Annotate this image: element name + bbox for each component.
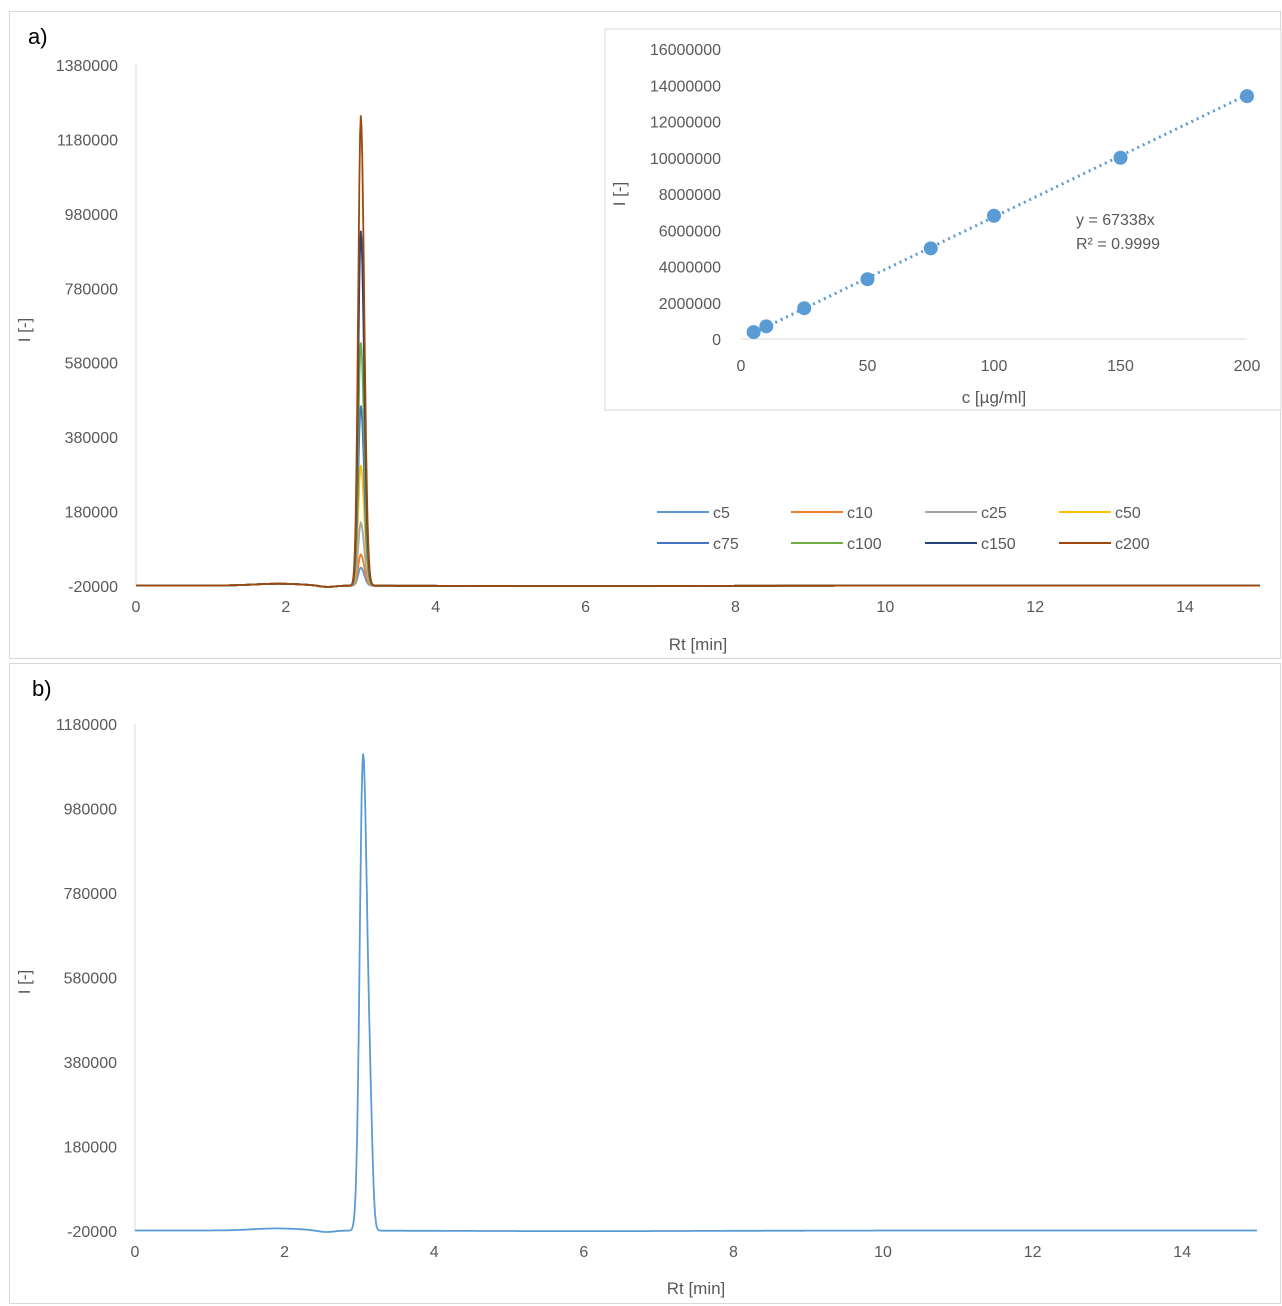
legend-label-c75: c75 (713, 536, 739, 553)
inset-y-tick-label: 4000000 (659, 260, 721, 277)
inset-y-axis-title: I [-] (610, 182, 629, 207)
panel-label-b: b) (32, 676, 52, 701)
y-tick-label: 1180000 (56, 717, 117, 734)
x-axis-title-b: Rt [min] (667, 1279, 726, 1298)
inset-y-tick-label: 16000000 (650, 42, 721, 59)
inset-equation: y = 67338x (1076, 212, 1155, 229)
legend-label-c5: c5 (713, 505, 730, 522)
series-line-signal (135, 753, 1257, 1233)
inset-data-point (860, 272, 875, 287)
x-tick-label: 12 (1026, 599, 1044, 616)
chromatogram-panel-b: b) -20000 180000 380000 580000 780000 980000 1… (9, 663, 1281, 1304)
y-tick-label: 780000 (65, 281, 118, 298)
inset-x-tick-label: 200 (1234, 358, 1261, 375)
y-tick-label: 580000 (64, 971, 117, 988)
x-tick-label: 4 (430, 1244, 439, 1261)
inset-data-point (1240, 89, 1254, 104)
y-tick-label: 980000 (65, 207, 118, 224)
x-tick-label: 12 (1024, 1244, 1042, 1261)
x-tick-label: 8 (729, 1244, 738, 1261)
y-tick-label: 780000 (64, 886, 117, 903)
x-tick-label: 14 (1176, 599, 1194, 616)
inset-x-axis-title: c [µg/ml] (962, 388, 1027, 407)
legend-label-c100: c100 (847, 536, 882, 553)
inset-trendline (752, 93, 1248, 335)
series-line-c75 (136, 405, 1260, 588)
legend-label-c200: c200 (1115, 536, 1150, 553)
chromatogram-panel-a: a) -20000 180000 380000 580000 780000 980000 1… (9, 11, 1282, 659)
x-tick-label: 10 (874, 1244, 892, 1261)
x-tick-label: 0 (132, 599, 141, 616)
x-axis-title-a: Rt [min] (669, 635, 728, 654)
inset-data-point (987, 208, 1001, 223)
inset-calibration-frame (604, 28, 1282, 411)
y-axis-title-a: I [-] (15, 318, 34, 343)
y-tick-label: 180000 (64, 1140, 117, 1157)
y-tick-label: 180000 (65, 505, 118, 522)
inset-x-tick-label: 100 (981, 358, 1008, 375)
series-line-c10 (136, 553, 1260, 588)
inset-y-tick-label: 2000000 (659, 296, 721, 313)
inset-y-tick-label: 8000000 (659, 187, 721, 204)
legend-label-c150: c150 (981, 536, 1016, 553)
x-tick-label: 6 (579, 1244, 588, 1261)
y-tick-label: -20000 (68, 579, 118, 596)
x-tick-label: 10 (876, 599, 894, 616)
legend-label-c50: c50 (1115, 505, 1141, 522)
inset-data-point (923, 241, 938, 256)
y-tick-label: -20000 (67, 1224, 117, 1241)
chart-a-svg: a) -20000 180000 380000 580000 780000 980000 1… (15, 24, 1282, 654)
panel-label-a: a) (28, 24, 48, 49)
inset-r-squared: R² = 0.9999 (1076, 236, 1160, 253)
x-tick-label: 6 (581, 599, 590, 616)
y-tick-label: 980000 (64, 802, 117, 819)
series-line-c25 (136, 520, 1260, 588)
inset-x-tick-label: 0 (737, 358, 746, 375)
inset-x-tick-label: 50 (859, 358, 877, 375)
inset-data-point (1113, 150, 1128, 165)
inset-data-point (797, 301, 812, 316)
x-tick-label: 14 (1173, 1244, 1191, 1261)
legend-label-c10: c10 (847, 505, 873, 522)
x-tick-label: 8 (731, 599, 740, 616)
inset-y-tick-label: 12000000 (650, 115, 721, 132)
series-line-c50 (136, 464, 1260, 588)
inset-data-point (746, 325, 761, 340)
x-tick-label: 4 (431, 599, 440, 616)
x-tick-label: 2 (281, 599, 290, 616)
inset-y-tick-label: 10000000 (650, 151, 721, 168)
inset-y-tick-label: 6000000 (659, 223, 721, 240)
y-tick-label: 1380000 (56, 58, 118, 75)
series-line-c200 (136, 115, 1260, 588)
y-tick-label: 380000 (65, 430, 118, 447)
inset-y-tick-label: 0 (712, 332, 721, 349)
x-tick-label: 0 (131, 1244, 140, 1261)
x-tick-label: 2 (280, 1244, 289, 1261)
inset-data-point (759, 319, 774, 334)
legend-label-c25: c25 (981, 505, 1007, 522)
inset-x-tick-label: 150 (1107, 358, 1134, 375)
y-tick-label: 1180000 (57, 132, 118, 149)
chart-b-svg: b) -20000 180000 380000 580000 780000 980000 1… (15, 676, 1257, 1298)
y-tick-label: 380000 (64, 1055, 117, 1072)
y-tick-label: 580000 (65, 356, 118, 373)
inset-y-tick-label: 14000000 (650, 78, 721, 95)
y-axis-title-b: I [-] (15, 970, 34, 995)
